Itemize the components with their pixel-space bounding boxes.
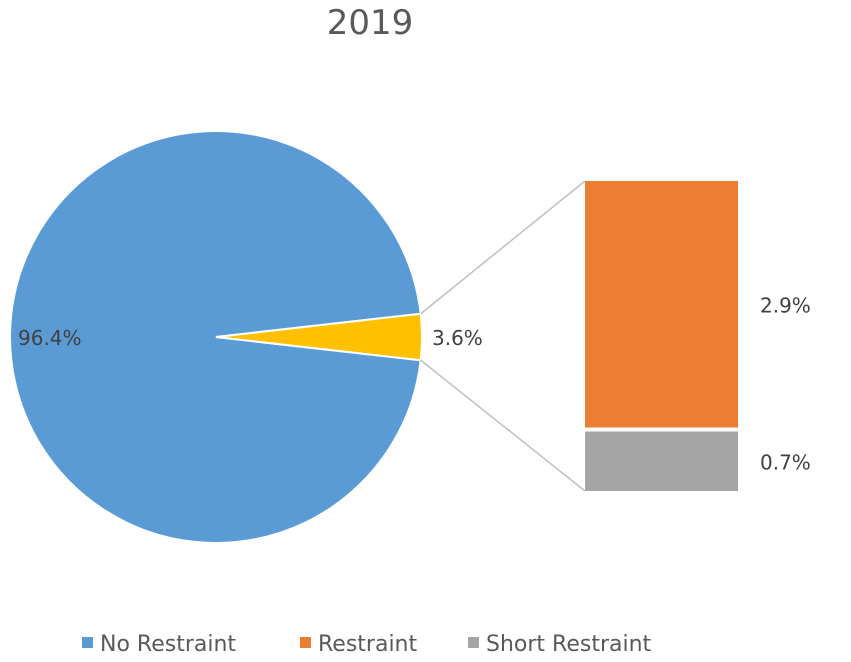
bar-segment-short-restraint (585, 431, 738, 491)
legend-swatch-restraint (300, 637, 311, 648)
chart-title: 2019 (327, 3, 414, 43)
legend-label-short-restraint: Short Restraint (486, 632, 652, 657)
pie-slice-no-restraint (9, 130, 422, 544)
pie-label-no-restraint: 96.4% (18, 326, 82, 350)
connector-line-top (420, 180, 586, 315)
legend-swatch-no-restraint (82, 637, 93, 648)
connector-lines (420, 180, 586, 492)
bar-segment-restraint (585, 181, 738, 428)
legend: No Restraint Restraint Short Restraint (82, 632, 652, 657)
pie-label-other: 3.6% (432, 326, 483, 350)
breakdown-bar: 2.9% 0.7% (585, 181, 811, 491)
bar-label-restraint: 2.9% (760, 293, 811, 317)
pie: 96.4% 3.6% (9, 130, 483, 544)
bar-label-short-restraint: 0.7% (760, 450, 811, 474)
legend-label-no-restraint: No Restraint (100, 632, 236, 657)
legend-label-restraint: Restraint (318, 632, 418, 657)
pie-slice-other (215, 312, 423, 362)
legend-swatch-short-restraint (468, 637, 479, 648)
connector-line-bottom (420, 359, 586, 492)
